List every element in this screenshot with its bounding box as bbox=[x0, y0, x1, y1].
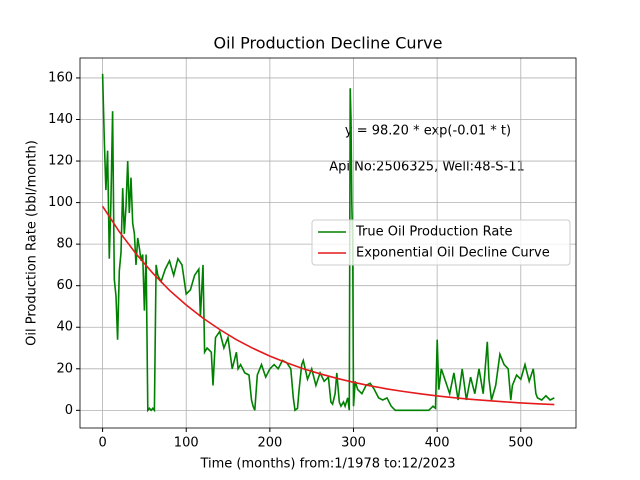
x-tick-label: 200 bbox=[257, 436, 282, 451]
y-tick-label: 60 bbox=[56, 278, 73, 293]
annotation: Api No:2506325, Well:48-S-11 bbox=[329, 160, 525, 175]
x-tick-label: 500 bbox=[508, 436, 533, 451]
legend-label: True Oil Production Rate bbox=[355, 225, 512, 240]
x-tick-label: 300 bbox=[341, 436, 366, 451]
series-line bbox=[101, 205, 555, 406]
y-axis-label: Oil Production Rate (bbl/month) bbox=[25, 140, 40, 346]
legend-box bbox=[311, 219, 571, 266]
y-tick-label: 140 bbox=[48, 112, 73, 127]
x-tick-label: 100 bbox=[174, 436, 199, 451]
chart-title: Oil Production Decline Curve bbox=[214, 34, 443, 53]
y-tick-label: 120 bbox=[48, 154, 73, 169]
y-tick-label: 100 bbox=[48, 195, 73, 210]
y-tick-label: 80 bbox=[56, 237, 73, 252]
x-tick-label: 0 bbox=[98, 436, 106, 451]
x-axis-label: Time (months) from:1/1978 to:12/2023 bbox=[199, 457, 455, 472]
y-tick-label: 20 bbox=[56, 361, 73, 376]
y-tick-label: 40 bbox=[56, 320, 73, 335]
axes-frame bbox=[79, 57, 577, 429]
annotation: y = 98.20 * exp(-0.01 * t) bbox=[345, 124, 511, 139]
series-line bbox=[101, 73, 555, 413]
y-tick-label: 160 bbox=[48, 70, 73, 85]
y-tick-label: 0 bbox=[65, 403, 73, 418]
legend-label: Exponential Oil Decline Curve bbox=[356, 246, 550, 261]
x-tick-label: 400 bbox=[425, 436, 450, 451]
